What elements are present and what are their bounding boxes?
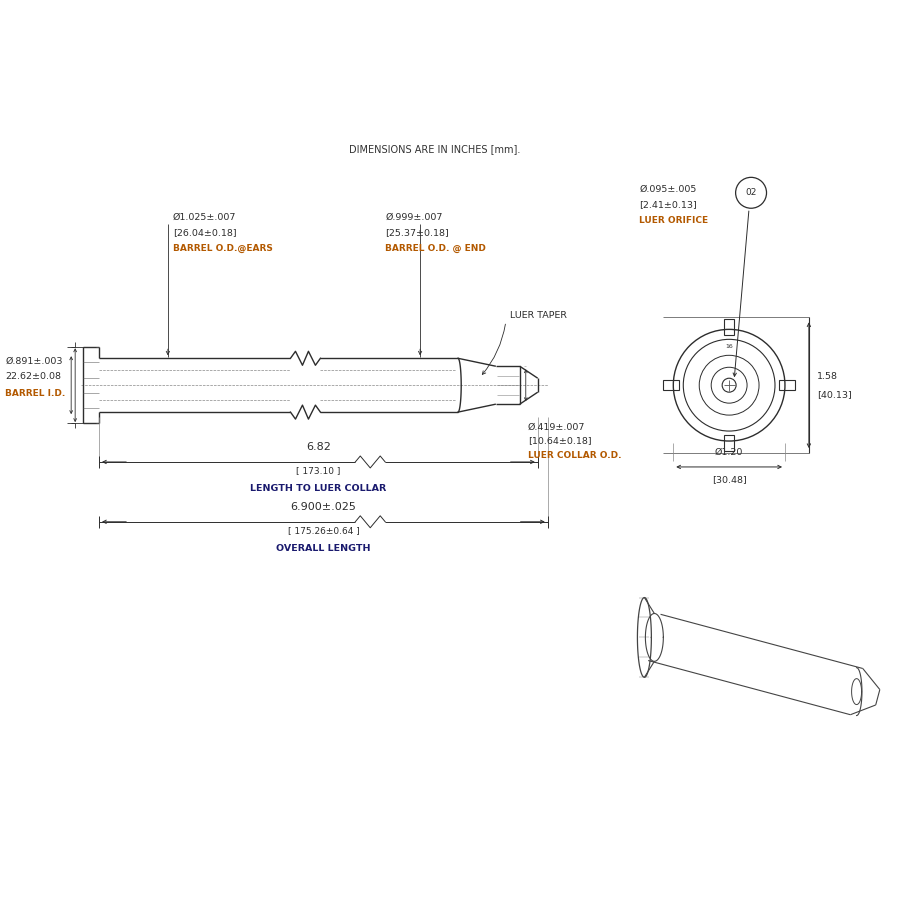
Text: [ 175.26±0.64 ]: [ 175.26±0.64 ] <box>287 526 359 535</box>
Text: Ø1.20: Ø1.20 <box>715 448 743 457</box>
Text: [26.04±0.18]: [26.04±0.18] <box>173 228 237 237</box>
Text: BARREL O.D. @ END: BARREL O.D. @ END <box>385 244 486 253</box>
Text: LUER ORIFICE: LUER ORIFICE <box>639 216 708 225</box>
Text: OVERALL LENGTH: OVERALL LENGTH <box>276 544 371 553</box>
Text: 6.82: 6.82 <box>306 442 331 452</box>
Text: DIMENSIONS ARE IN INCHES [mm].: DIMENSIONS ARE IN INCHES [mm]. <box>349 144 521 154</box>
Text: 1.58: 1.58 <box>817 372 838 381</box>
Text: LUER TAPER: LUER TAPER <box>509 310 567 320</box>
Bar <box>779 380 795 391</box>
Bar <box>663 380 680 391</box>
Bar <box>724 435 734 451</box>
Text: 6.900±.025: 6.900±.025 <box>291 502 356 512</box>
Text: 16: 16 <box>725 344 733 349</box>
Text: Ø1.025±.007: Ø1.025±.007 <box>173 212 236 221</box>
Text: Ø.999±.007: Ø.999±.007 <box>385 212 443 221</box>
Text: LUER COLLAR O.D.: LUER COLLAR O.D. <box>527 451 621 460</box>
Text: [40.13]: [40.13] <box>817 390 851 399</box>
Text: [30.48]: [30.48] <box>712 475 746 484</box>
Text: [2.41±0.13]: [2.41±0.13] <box>639 200 698 209</box>
Text: Ø.095±.005: Ø.095±.005 <box>639 184 697 194</box>
Text: Ø.419±.007: Ø.419±.007 <box>527 423 585 432</box>
Text: LENGTH TO LUER COLLAR: LENGTH TO LUER COLLAR <box>250 484 386 493</box>
Text: Ø.891±.003: Ø.891±.003 <box>5 357 63 366</box>
Text: [10.64±0.18]: [10.64±0.18] <box>527 436 591 445</box>
Text: BARREL O.D.@EARS: BARREL O.D.@EARS <box>173 244 273 253</box>
Text: 22.62±0.08: 22.62±0.08 <box>5 373 61 382</box>
Bar <box>724 320 734 336</box>
Text: BARREL I.D.: BARREL I.D. <box>5 389 66 398</box>
Text: [25.37±0.18]: [25.37±0.18] <box>385 228 449 237</box>
Text: 02: 02 <box>745 188 757 197</box>
Text: [ 173.10 ]: [ 173.10 ] <box>296 466 340 475</box>
